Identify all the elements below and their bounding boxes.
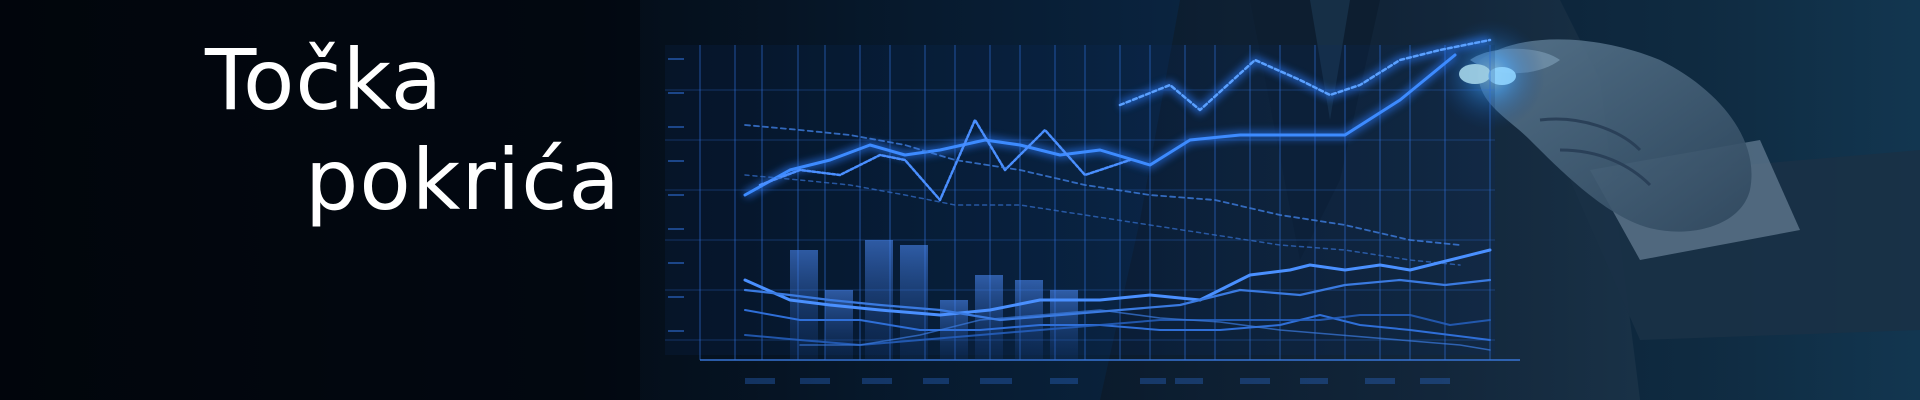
series-line-dashed-2	[744, 174, 1461, 266]
banner-title: Točka pokrića	[205, 30, 621, 230]
y-axis-ticks	[668, 58, 684, 332]
x-axis-month-labels	[745, 378, 1450, 384]
series-line-lower-3	[744, 309, 1491, 341]
series-line-lower-2	[743, 278, 1492, 322]
chart-lines	[743, 38, 1492, 351]
series-line-lower-4	[744, 314, 1491, 346]
series-line-dashed-declining	[744, 124, 1461, 246]
banner-title-line-2: pokrića	[305, 131, 621, 229]
left-vignette	[0, 0, 640, 400]
banner-title-line-1: Točka	[205, 31, 444, 129]
series-line-upper	[743, 53, 1457, 197]
series-line-zigzag	[758, 118, 1132, 202]
series-line-lower-5	[799, 309, 1491, 351]
series-line-dotted-top	[1118, 38, 1492, 112]
series-line-lower-rising	[743, 248, 1492, 317]
